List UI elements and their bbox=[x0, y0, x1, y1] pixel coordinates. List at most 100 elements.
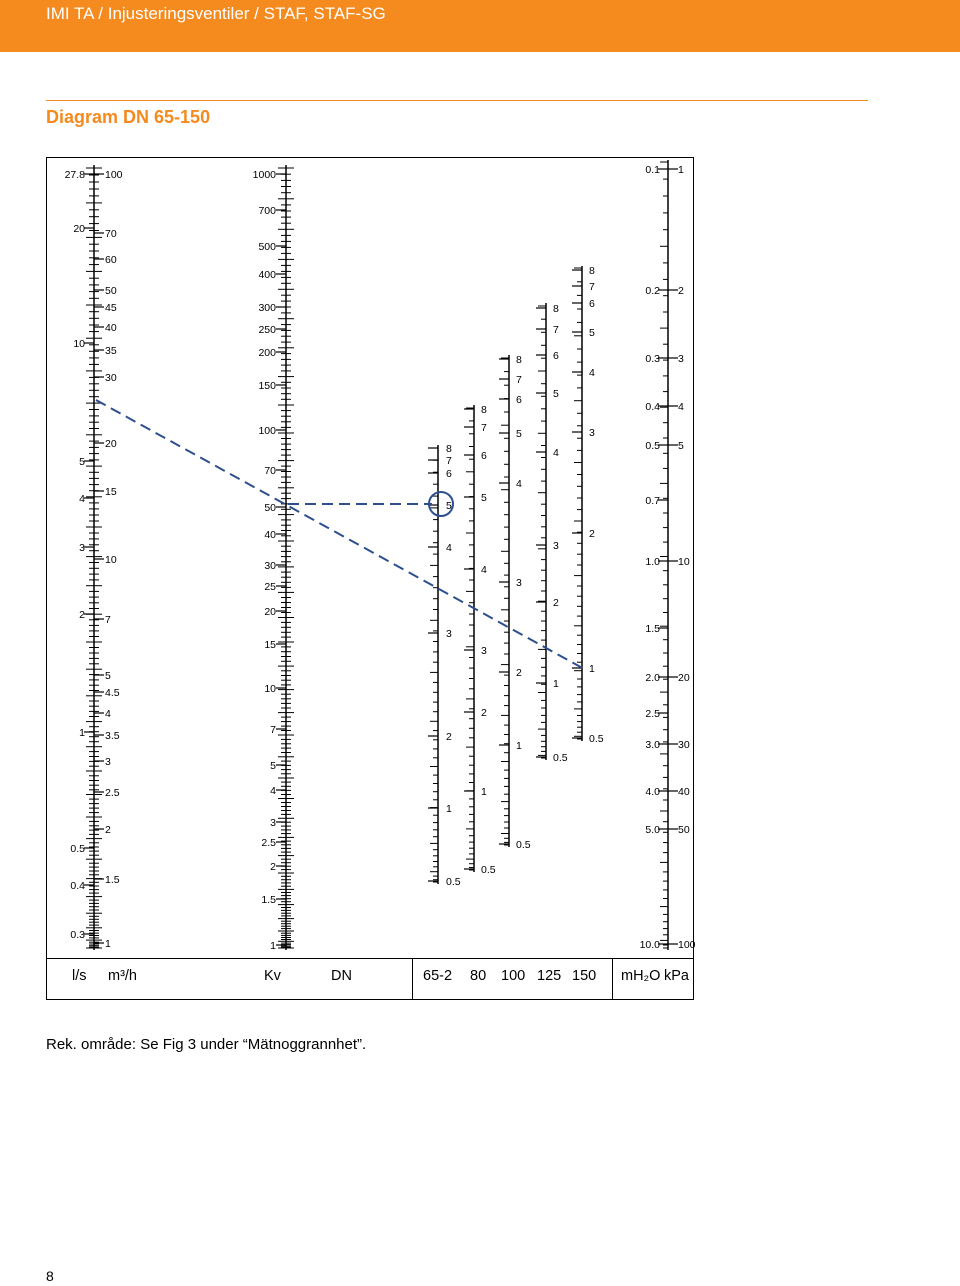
dn150-tick-label: 2 bbox=[589, 528, 595, 540]
kpa-tick-label: 3 bbox=[678, 353, 684, 365]
dn65-tick-label: 5 bbox=[446, 500, 452, 512]
m3h-tick-label: 3.5 bbox=[105, 730, 120, 742]
dn65-tick-label: 6 bbox=[446, 468, 452, 480]
flow-to-dp-dashed-line bbox=[95, 399, 587, 671]
m3h-tick-label: 15 bbox=[105, 486, 117, 498]
mh2o-tick-label: 0.3 bbox=[645, 353, 660, 365]
ls-tick-label: 20 bbox=[73, 223, 85, 235]
kv-tick-label: 400 bbox=[258, 269, 276, 281]
dn150-tick-label: 7 bbox=[589, 281, 595, 293]
kv-tick-label: 70 bbox=[264, 465, 276, 477]
ls-tick-label: 4 bbox=[79, 493, 85, 505]
mh2o-tick-label: 0.1 bbox=[645, 164, 660, 176]
footer-label-dn-80: 80 bbox=[470, 968, 486, 984]
dn125-tick-label: 2 bbox=[553, 597, 559, 609]
scale-labels: 27.82010543210.50.40.3100706050454035302… bbox=[65, 164, 696, 952]
m3h-tick-label: 1.5 bbox=[105, 874, 120, 886]
dn150-tick-label: 5 bbox=[589, 327, 595, 339]
footer-label-dn-100: 100 bbox=[501, 968, 525, 984]
dn65-tick-label: 2 bbox=[446, 731, 452, 743]
header-title: IMI TA / Injusteringsventiler / STAF, ST… bbox=[46, 4, 386, 23]
m3h-tick-label: 50 bbox=[105, 285, 117, 297]
footer-label-kpa: kPa bbox=[664, 968, 690, 984]
heading-rule bbox=[46, 100, 868, 101]
footer-label-mh2o: mH₂O bbox=[621, 968, 660, 984]
kv-tick-label: 1 bbox=[270, 940, 276, 952]
dn100-tick-label: 3 bbox=[516, 577, 522, 589]
mh2o-tick-label: 10.0 bbox=[640, 939, 661, 951]
dn100-tick-label: 8 bbox=[516, 354, 522, 366]
kpa-tick-label: 20 bbox=[678, 672, 690, 684]
footer-label-dn-125: 125 bbox=[537, 968, 561, 984]
footer-label-kv: Kv bbox=[264, 968, 282, 984]
footer-label-m3h: m³/h bbox=[108, 968, 137, 984]
mh2o-tick-label: 0.2 bbox=[645, 285, 660, 297]
kpa-tick-label: 40 bbox=[678, 786, 690, 798]
kv-tick-label: 500 bbox=[258, 241, 276, 253]
dn100-tick-label: 2 bbox=[516, 667, 522, 679]
dn65-tick-label: 3 bbox=[446, 628, 452, 640]
kv-tick-label: 15 bbox=[264, 639, 276, 651]
mh2o-tick-label: 4.0 bbox=[645, 786, 660, 798]
dn100-tick-label: 4 bbox=[516, 478, 522, 490]
mh2o-tick-label: 2.5 bbox=[645, 708, 660, 720]
kpa-tick-label: 100 bbox=[678, 939, 696, 951]
dn125-tick-label: 5 bbox=[553, 388, 559, 400]
kv-tick-label: 25 bbox=[264, 581, 276, 593]
dn150-tick-label: 8 bbox=[589, 265, 595, 277]
dn100-tick-label: 0.5 bbox=[516, 839, 531, 851]
mh2o-tick-label: 0.4 bbox=[645, 401, 660, 413]
m3h-tick-label: 45 bbox=[105, 302, 117, 314]
dn150-tick-label: 1 bbox=[589, 663, 595, 675]
dn80-tick-label: 4 bbox=[481, 564, 487, 576]
kv-tick-label: 4 bbox=[270, 785, 276, 797]
dn80-tick-label: 2 bbox=[481, 707, 487, 719]
footer-label-dn: DN bbox=[331, 968, 352, 984]
dn100-tick-label: 6 bbox=[516, 394, 522, 406]
dn80-tick-label: 0.5 bbox=[481, 864, 496, 876]
kv-tick-label: 7 bbox=[270, 724, 276, 736]
kpa-tick-label: 50 bbox=[678, 824, 690, 836]
ls-tick-label: 1 bbox=[79, 727, 85, 739]
dn65-tick-label: 4 bbox=[446, 542, 452, 554]
mh2o-tick-label: 1.0 bbox=[645, 556, 660, 568]
mh2o-tick-label: 1.5 bbox=[645, 623, 660, 635]
footer-label-ls: l/s bbox=[72, 968, 87, 984]
dn150-tick-label: 3 bbox=[589, 427, 595, 439]
dn150-tick-label: 6 bbox=[589, 298, 595, 310]
ls-tick-label: 5 bbox=[79, 456, 85, 468]
dn65-tick-label: 8 bbox=[446, 443, 452, 455]
kpa-tick-label: 2 bbox=[678, 285, 684, 297]
dn65-tick-label: 0.5 bbox=[446, 876, 461, 888]
ls-tick-label: 2 bbox=[79, 609, 85, 621]
kv-tick-label: 30 bbox=[264, 560, 276, 572]
m3h-tick-label: 1 bbox=[105, 938, 111, 950]
kpa-tick-label: 4 bbox=[678, 401, 684, 413]
kv-tick-label: 40 bbox=[264, 529, 276, 541]
m3h-tick-label: 60 bbox=[105, 254, 117, 266]
dn125-tick-label: 8 bbox=[553, 303, 559, 315]
footnote: Rek. område: Se Fig 3 under “Mätnoggrann… bbox=[46, 1036, 367, 1053]
m3h-tick-label: 3 bbox=[105, 756, 111, 768]
dn100-tick-label: 7 bbox=[516, 374, 522, 386]
mh2o-tick-label: 2.0 bbox=[645, 672, 660, 684]
kv-tick-label: 1000 bbox=[253, 169, 277, 181]
dn125-tick-label: 3 bbox=[553, 540, 559, 552]
m3h-tick-label: 10 bbox=[105, 554, 117, 566]
kv-tick-label: 150 bbox=[258, 380, 276, 392]
dn150-tick-label: 0.5 bbox=[589, 733, 604, 745]
dn65-tick-label: 7 bbox=[446, 455, 452, 467]
m3h-tick-label: 4.5 bbox=[105, 687, 120, 699]
ls-tick-label: 3 bbox=[79, 542, 85, 554]
kv-tick-label: 10 bbox=[264, 683, 276, 695]
kv-tick-label: 3 bbox=[270, 817, 276, 829]
m3h-tick-label: 2 bbox=[105, 824, 111, 836]
kv-tick-label: 5 bbox=[270, 760, 276, 772]
dn65-tick-label: 1 bbox=[446, 803, 452, 815]
kv-tick-label: 200 bbox=[258, 347, 276, 359]
kv-tick-label: 50 bbox=[264, 502, 276, 514]
minor-ticks bbox=[86, 161, 668, 949]
example-reading-line bbox=[95, 399, 587, 671]
ls-tick-label: 0.4 bbox=[70, 880, 85, 892]
m3h-tick-label: 40 bbox=[105, 322, 117, 334]
